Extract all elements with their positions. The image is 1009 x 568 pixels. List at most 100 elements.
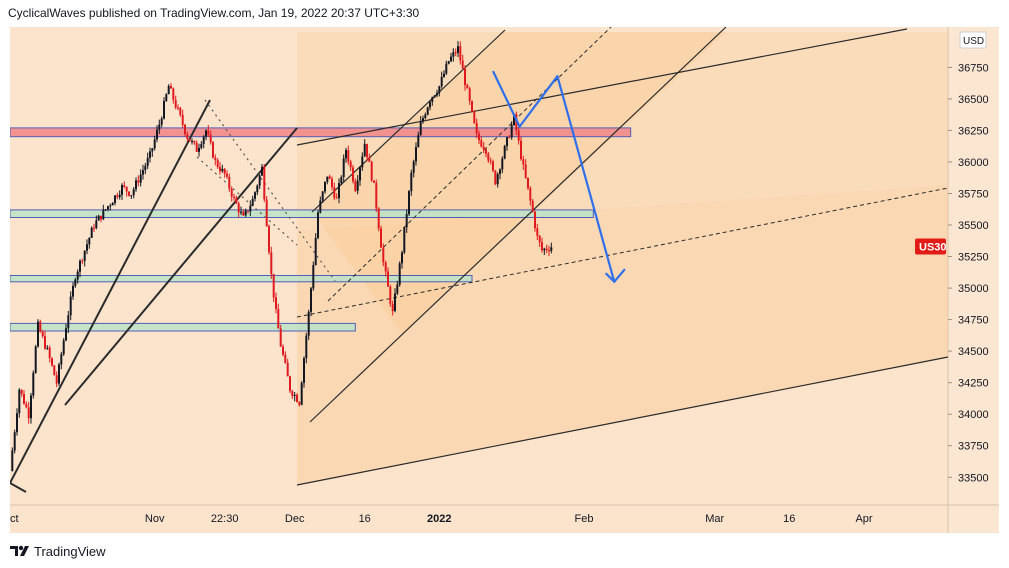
chart-area[interactable]: 33500 33750 34000 34250 34500 34750 35000 35250… bbox=[10, 27, 999, 533]
x-tick-label: 16 bbox=[783, 513, 795, 525]
candle-body bbox=[452, 52, 455, 57]
y-tick-label: 35750 bbox=[958, 189, 989, 201]
candle-body bbox=[30, 395, 32, 419]
candle-body bbox=[265, 199, 268, 227]
candle-body bbox=[230, 188, 233, 197]
candle-body bbox=[153, 139, 156, 149]
candle-body bbox=[534, 211, 536, 229]
tradingview-logo-icon bbox=[10, 545, 29, 556]
candle-body bbox=[216, 160, 219, 168]
symbol-tag-label: US30 bbox=[919, 242, 947, 254]
y-tick-label: 36250 bbox=[958, 125, 989, 137]
candle-body bbox=[20, 389, 23, 394]
candle-body bbox=[408, 191, 410, 215]
candle-body bbox=[296, 395, 298, 403]
candle-body bbox=[163, 100, 165, 119]
candle-body bbox=[251, 198, 254, 206]
candle-body bbox=[443, 73, 445, 77]
y-tick-label: 35500 bbox=[958, 220, 989, 232]
candle-body bbox=[356, 180, 359, 191]
candle-body bbox=[270, 252, 273, 274]
candle-body bbox=[305, 335, 308, 359]
candle-body bbox=[370, 161, 373, 181]
x-tick-label: Mar bbox=[705, 513, 724, 525]
candle-body bbox=[41, 331, 44, 337]
publisher-header: CyclicalWaves published on TradingView.c… bbox=[8, 6, 420, 20]
candle-body bbox=[457, 46, 459, 53]
candle-body bbox=[258, 175, 261, 186]
candle-body bbox=[79, 260, 81, 272]
candle-body bbox=[387, 271, 389, 287]
candle-body bbox=[342, 158, 345, 177]
candle-body bbox=[440, 77, 443, 87]
candle-body bbox=[109, 205, 112, 207]
candle-body bbox=[366, 143, 368, 158]
candle-body bbox=[272, 274, 275, 298]
projection-path bbox=[492, 70, 616, 283]
candle-body bbox=[550, 247, 553, 251]
candle-body bbox=[125, 186, 128, 192]
candle-body bbox=[520, 140, 522, 160]
candle-body bbox=[531, 200, 534, 212]
candle-body bbox=[543, 248, 546, 251]
candle-body bbox=[298, 402, 301, 405]
footer-brand[interactable]: TradingView bbox=[10, 542, 106, 560]
price-chart[interactable]: 33500 33750 34000 34250 34500 34750 35000 35250… bbox=[10, 27, 999, 533]
candle-body bbox=[317, 212, 319, 238]
zone-green-3 bbox=[10, 322, 356, 332]
candle-body bbox=[375, 182, 378, 209]
trendline-falling-upper-dotted bbox=[204, 99, 336, 282]
candle-body bbox=[263, 166, 266, 200]
candle-body bbox=[172, 88, 175, 100]
candle-body bbox=[23, 393, 25, 404]
x-tick-label: 2022 bbox=[427, 513, 451, 525]
y-tick-label: 35000 bbox=[958, 283, 989, 295]
candle-body bbox=[69, 296, 72, 316]
candle-body bbox=[321, 191, 324, 201]
candle-body bbox=[200, 144, 203, 148]
candle-body bbox=[188, 138, 191, 142]
rising-channel-median-dashed bbox=[327, 27, 612, 302]
candle-body bbox=[373, 180, 375, 183]
candle-body bbox=[261, 166, 263, 176]
candle-body bbox=[76, 271, 79, 280]
candle-body bbox=[240, 211, 242, 213]
candle-body bbox=[146, 157, 149, 166]
candle-body bbox=[256, 185, 259, 193]
currency-label: USD bbox=[963, 36, 984, 47]
candle-body bbox=[277, 308, 280, 329]
zone-green-2 bbox=[10, 275, 473, 283]
candle-body bbox=[401, 252, 403, 264]
y-tick-label: 35250 bbox=[958, 252, 989, 264]
candle-body bbox=[114, 195, 116, 203]
candle-body bbox=[503, 146, 506, 159]
candle-body bbox=[359, 167, 361, 181]
candle-body bbox=[107, 206, 109, 210]
candle-body bbox=[319, 200, 322, 213]
candle-body bbox=[382, 247, 385, 263]
candle-body bbox=[27, 407, 30, 419]
candle-body bbox=[86, 244, 88, 251]
candle-body bbox=[480, 140, 483, 147]
candle-body bbox=[81, 260, 84, 262]
candle-body bbox=[37, 321, 39, 347]
candle-body bbox=[538, 235, 541, 243]
price-scale-panel bbox=[948, 27, 999, 533]
candle-body bbox=[548, 250, 550, 252]
candle-body bbox=[226, 173, 228, 177]
candle-body bbox=[492, 161, 494, 171]
pitchfork-outer-fill bbox=[297, 32, 948, 485]
candle-body bbox=[25, 403, 28, 408]
x-tick-label: Apr bbox=[855, 513, 872, 525]
candle-body bbox=[244, 210, 247, 216]
pitchfork-lower-fill bbox=[297, 185, 948, 485]
candle-body bbox=[293, 395, 296, 396]
candle-body bbox=[95, 220, 98, 228]
candle-body bbox=[83, 250, 86, 261]
candle-body bbox=[247, 210, 249, 212]
trendline-falling-lower-dotted bbox=[196, 156, 298, 246]
candle-body bbox=[338, 183, 340, 199]
trendline-stub bbox=[10, 482, 27, 493]
projection-arrowhead bbox=[605, 268, 626, 284]
candle-body bbox=[58, 364, 60, 384]
